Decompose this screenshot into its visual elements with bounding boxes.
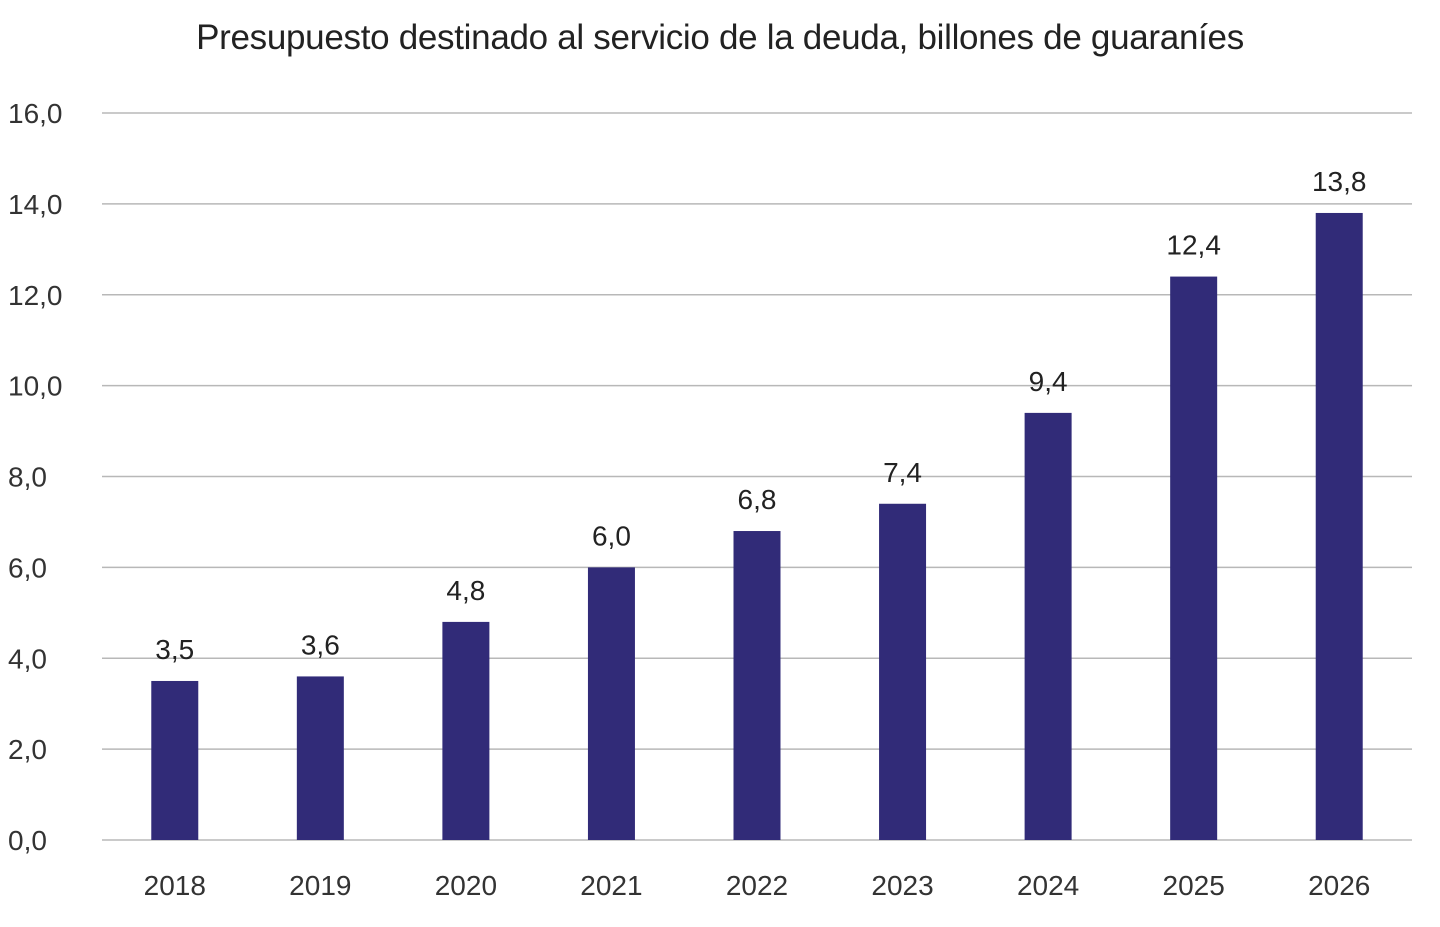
x-tick-label: 2018 — [144, 870, 206, 901]
x-tick-label: 2021 — [580, 870, 642, 901]
y-tick-label: 14,0 — [8, 189, 63, 220]
x-tick-label: 2022 — [726, 870, 788, 901]
bar — [296, 676, 344, 840]
chart-title: Presupuesto destinado al servicio de la … — [196, 18, 1244, 57]
x-tick-label: 2024 — [1017, 870, 1079, 901]
y-tick-label: 4,0 — [8, 643, 47, 674]
data-label: 7,4 — [883, 457, 922, 488]
data-label: 9,4 — [1029, 366, 1068, 397]
bar — [151, 680, 199, 840]
y-tick-label: 0,0 — [8, 825, 47, 856]
x-tick-label: 2020 — [435, 870, 497, 901]
y-tick-label: 2,0 — [8, 734, 47, 765]
x-tick-label: 2019 — [289, 870, 351, 901]
bar — [879, 503, 927, 840]
bar — [733, 531, 781, 840]
data-label: 12,4 — [1166, 230, 1221, 261]
data-label: 6,8 — [738, 484, 777, 515]
bar — [1024, 412, 1072, 840]
data-label: 13,8 — [1312, 166, 1367, 197]
bar — [442, 621, 490, 840]
y-tick-label: 12,0 — [8, 280, 63, 311]
y-tick-label: 8,0 — [8, 462, 47, 493]
y-tick-label: 6,0 — [8, 552, 47, 583]
bar — [1170, 276, 1218, 840]
bar — [587, 567, 635, 840]
x-tick-label: 2025 — [1163, 870, 1225, 901]
data-label: 4,8 — [446, 575, 485, 606]
data-label: 3,5 — [155, 634, 194, 665]
data-label: 6,0 — [592, 520, 631, 551]
bar — [1315, 212, 1363, 840]
x-tick-label: 2026 — [1308, 870, 1370, 901]
y-tick-label: 10,0 — [8, 371, 63, 402]
data-label: 3,6 — [301, 629, 340, 660]
x-tick-label: 2023 — [871, 870, 933, 901]
y-tick-label: 16,0 — [8, 98, 63, 129]
